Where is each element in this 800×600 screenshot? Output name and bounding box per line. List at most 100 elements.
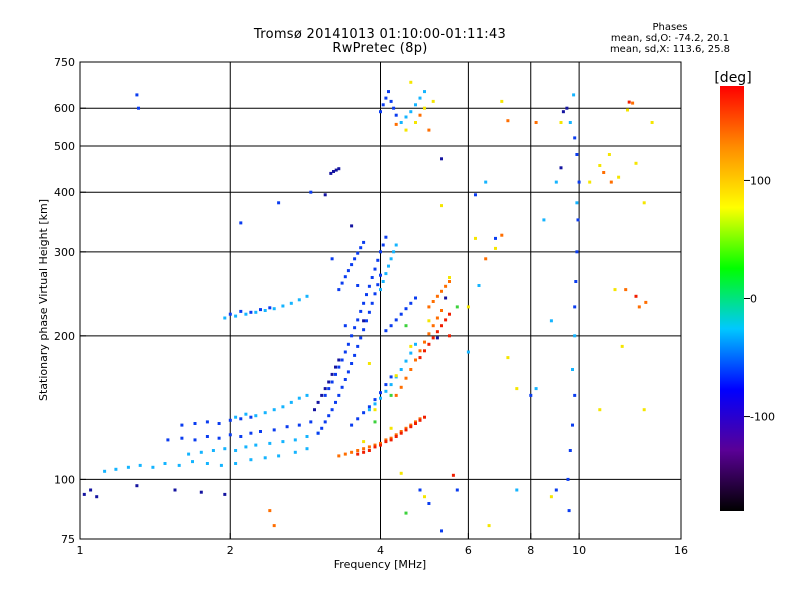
data-point [320, 393, 324, 397]
data-point [323, 193, 327, 197]
data-point [163, 462, 167, 465]
data-point [166, 438, 170, 442]
data-point [234, 449, 238, 452]
data-point [330, 257, 334, 261]
data-point [223, 447, 227, 451]
data-point [444, 318, 448, 322]
data-point [387, 90, 390, 94]
data-point [305, 294, 309, 298]
data-point [394, 433, 398, 437]
data-point [350, 334, 354, 338]
data-point [268, 441, 272, 445]
data-point [617, 175, 621, 179]
data-point [423, 495, 426, 499]
data-point [193, 438, 197, 442]
data-point [389, 436, 393, 440]
data-point [173, 488, 177, 492]
data-point [384, 389, 388, 393]
data-point [627, 100, 631, 104]
data-point [394, 113, 398, 117]
data-point [576, 218, 580, 222]
data-point [389, 438, 393, 442]
data-point [598, 408, 602, 412]
data-point [427, 305, 431, 309]
data-point [362, 240, 366, 244]
x-tick-label: 16 [674, 544, 688, 557]
data-point [350, 450, 354, 454]
data-point [466, 350, 470, 354]
data-point [506, 356, 510, 360]
x-tick-label: 1 [77, 544, 84, 557]
data-point [82, 492, 86, 496]
data-point [500, 233, 504, 237]
data-point [346, 370, 350, 374]
data-point [573, 393, 577, 397]
data-point [384, 383, 388, 387]
data-point [320, 426, 324, 430]
data-point [389, 99, 393, 103]
data-point [609, 180, 613, 184]
data-point [350, 263, 354, 267]
data-point [384, 438, 388, 442]
data-point [343, 275, 347, 279]
data-point [559, 121, 563, 124]
data-point [373, 267, 377, 271]
data-point [239, 309, 243, 313]
phase-stats-x-mode: mean, sd,X: 113.6, 25.8 [609, 44, 731, 55]
data-point [440, 157, 443, 161]
data-point [379, 273, 382, 277]
data-point [650, 121, 654, 124]
data-point [373, 398, 377, 402]
data-point [466, 305, 470, 309]
data-point [642, 201, 646, 205]
data-point [440, 309, 443, 312]
data-point [573, 334, 577, 338]
data-point [249, 458, 253, 462]
data-point [394, 393, 398, 397]
data-point [353, 257, 357, 261]
data-point [138, 463, 142, 467]
data-point [323, 387, 327, 391]
data-point [337, 167, 341, 171]
data-point [191, 460, 194, 464]
data-point [384, 440, 388, 444]
data-point [549, 495, 553, 499]
grid-layer [80, 62, 681, 539]
data-point [399, 385, 403, 389]
data-point [631, 101, 635, 105]
data-point [277, 454, 281, 458]
data-point [180, 436, 184, 440]
data-point [297, 298, 301, 302]
data-point [435, 294, 439, 298]
data-point [362, 328, 366, 332]
data-point [644, 300, 648, 304]
data-point [389, 375, 393, 379]
data-point [404, 428, 408, 432]
data-point [376, 258, 380, 262]
data-point [435, 316, 439, 320]
chart-title: Tromsø 20141013 01:10:00-01:11:43 [253, 27, 507, 42]
data-point [330, 372, 334, 376]
data-point [418, 96, 422, 100]
data-point [573, 305, 577, 309]
data-point [193, 422, 197, 425]
data-point [404, 128, 408, 132]
data-point [223, 492, 227, 496]
data-point [362, 447, 366, 451]
data-point [367, 310, 371, 314]
data-point [263, 411, 267, 415]
data-point [418, 113, 422, 117]
data-point [404, 511, 408, 515]
data-point [234, 462, 238, 465]
data-point [384, 235, 388, 239]
y-tick-label: 200 [54, 330, 75, 343]
data-point [239, 417, 243, 421]
data-point [565, 106, 569, 110]
data-point [529, 393, 533, 397]
data-point [103, 469, 107, 473]
y-tick-label: 600 [54, 102, 75, 115]
data-point [343, 350, 347, 354]
data-point [373, 420, 377, 424]
data-point [577, 180, 581, 184]
data-point [340, 281, 344, 285]
